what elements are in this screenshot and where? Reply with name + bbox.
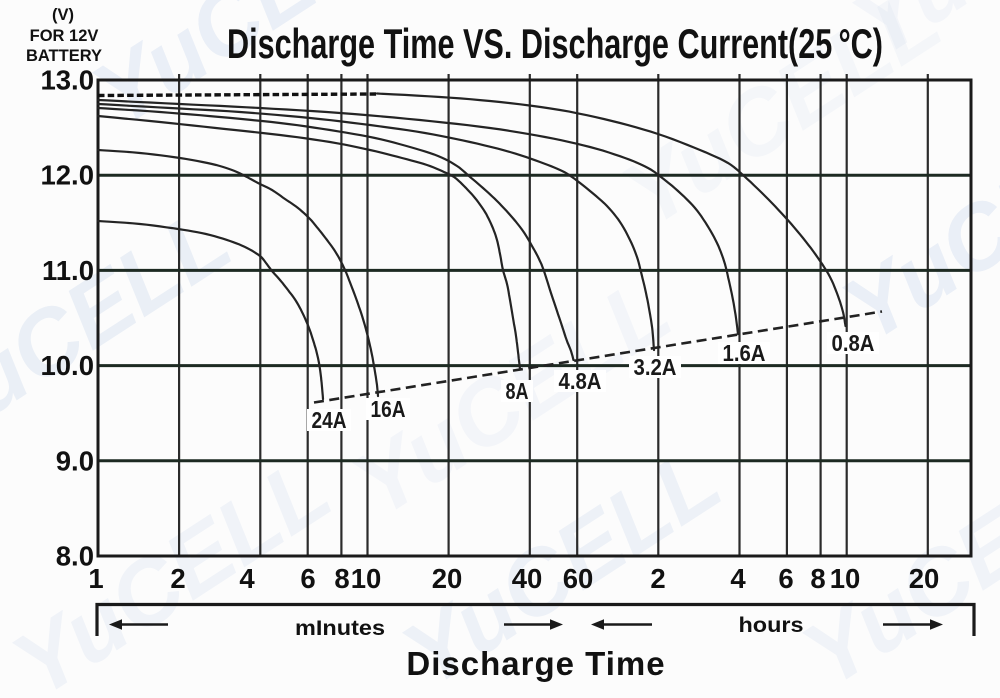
svg-text:mInutes: mInutes xyxy=(295,617,385,640)
svg-text:8: 8 xyxy=(810,563,825,594)
svg-text:40: 40 xyxy=(512,563,543,594)
svg-text:6: 6 xyxy=(778,563,793,594)
svg-text:20: 20 xyxy=(432,563,463,594)
svg-text:hours: hours xyxy=(739,614,804,637)
svg-text:YuCELL: YuCELL xyxy=(825,83,1000,362)
svg-text:0.8A: 0.8A xyxy=(832,330,875,356)
svg-text:4: 4 xyxy=(730,563,746,594)
svg-text:3.2A: 3.2A xyxy=(634,354,677,380)
svg-text:10.0: 10.0 xyxy=(40,350,94,381)
svg-text:4: 4 xyxy=(239,563,255,594)
svg-text:Discharge Time VS. Discharge C: Discharge Time VS. Discharge Current(25 … xyxy=(227,20,883,67)
svg-text:11.0: 11.0 xyxy=(42,255,94,286)
svg-text:8: 8 xyxy=(334,563,349,594)
svg-text:YuCELL: YuCELL xyxy=(785,428,1000,693)
svg-text:YuCELL: YuCELL xyxy=(0,188,248,467)
svg-text:13.0: 13.0 xyxy=(40,65,94,96)
svg-text:10: 10 xyxy=(830,563,861,594)
svg-text:10: 10 xyxy=(351,563,382,594)
svg-text:(V): (V) xyxy=(52,6,74,24)
svg-text:60: 60 xyxy=(563,563,594,594)
svg-text:FOR 12V: FOR 12V xyxy=(30,27,99,45)
svg-text:12.0: 12.0 xyxy=(40,160,94,191)
svg-text:4.8A: 4.8A xyxy=(559,368,602,394)
svg-text:6: 6 xyxy=(300,563,315,594)
svg-text:8.0: 8.0 xyxy=(56,541,94,572)
svg-text:24A: 24A xyxy=(312,407,347,433)
svg-text:2: 2 xyxy=(170,563,185,594)
svg-text:1.6A: 1.6A xyxy=(723,340,766,366)
svg-text:BATTERY: BATTERY xyxy=(26,47,102,65)
svg-text:2: 2 xyxy=(650,563,665,594)
svg-text:1: 1 xyxy=(88,563,103,594)
svg-text:Discharge Time: Discharge Time xyxy=(406,645,665,682)
svg-text:8A: 8A xyxy=(506,378,529,404)
svg-text:16A: 16A xyxy=(371,396,406,422)
svg-text:20: 20 xyxy=(909,563,940,594)
svg-text:9.0: 9.0 xyxy=(56,445,94,476)
